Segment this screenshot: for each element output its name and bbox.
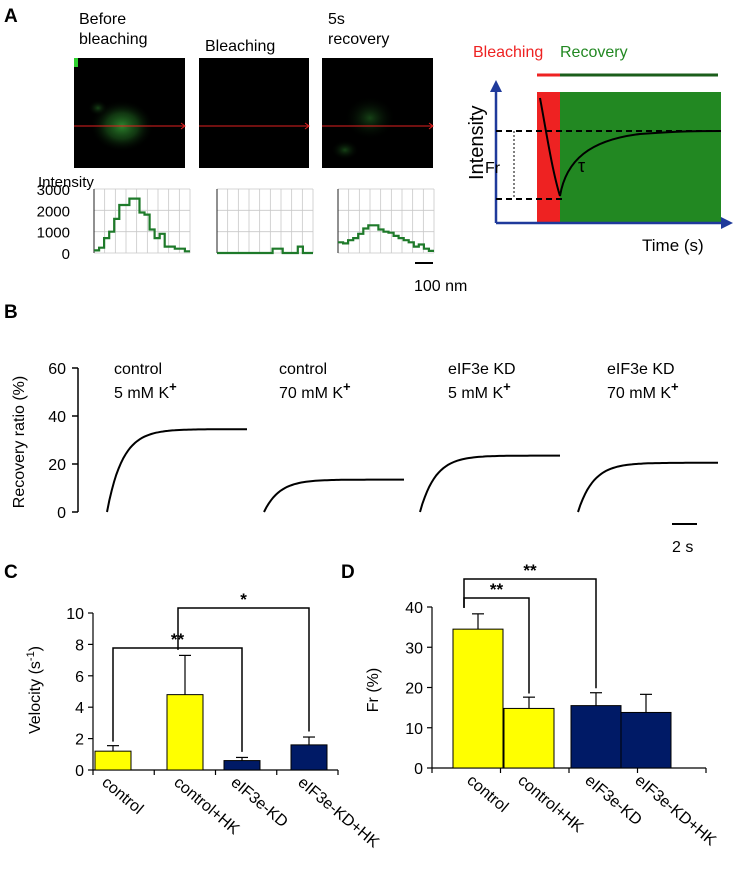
recovery-curve — [106, 428, 247, 513]
y-tick-label: 0 — [414, 761, 423, 778]
condition-label-line1: control — [279, 361, 327, 378]
bar — [223, 760, 261, 771]
profile-y-tick: 1000 — [37, 225, 70, 242]
category-label: eIF3e-KD+HK — [294, 774, 382, 852]
condition-label-line2: 70 mM K+ — [607, 379, 679, 402]
significance-label: ** — [490, 580, 504, 599]
bar — [94, 750, 132, 771]
condition-label-line1: control — [114, 361, 162, 378]
microscopy-image-bleaching — [199, 58, 310, 168]
profile-y-ticks: 3000 2000 1000 0 — [37, 182, 70, 263]
bar — [166, 694, 204, 771]
image-title-bleaching: Bleaching — [205, 38, 275, 55]
bar — [290, 744, 328, 771]
scale-bar-a-label: 100 nm — [414, 278, 467, 295]
condition-label-line2: 5 mM K+ — [448, 379, 511, 402]
chart-c-ylabel: Velocity (s-1) — [25, 646, 44, 734]
category-label: eIF3e-KD+HK — [631, 772, 719, 850]
profile-y-tick: 2000 — [37, 203, 70, 220]
schematic-recovery-label: Recovery — [560, 44, 628, 61]
scale-bar-b-label: 2 s — [672, 539, 693, 556]
significance-label: * — [240, 590, 247, 609]
y-tick-label: 8 — [75, 637, 84, 654]
recovery-region — [560, 92, 721, 223]
significance-bracket — [177, 607, 310, 732]
panel-label-c: C — [4, 562, 18, 583]
schematic-y-arrow — [490, 80, 502, 92]
profile-y-tick: 0 — [62, 246, 70, 263]
panel-label-a: A — [4, 6, 18, 27]
image-title-recovery: 5s recovery — [328, 11, 389, 48]
significance-bracket — [463, 578, 597, 689]
profile-1 — [93, 188, 191, 254]
recovery-curve — [263, 478, 404, 513]
profile-y-tick: 3000 — [37, 182, 70, 199]
condition-label-line2: 70 mM K+ — [279, 379, 351, 402]
microscopy-image-before — [74, 58, 186, 168]
tau-label: τ — [578, 156, 585, 176]
panel-label-d: D — [341, 562, 355, 583]
panel-label-b: B — [4, 302, 18, 323]
frap-schematic: Bleaching Recovery Intensity Fr τ Time (… — [466, 44, 733, 255]
category-label: control — [98, 774, 146, 818]
chart-d-ylabel: Fr (%) — [365, 668, 382, 712]
profile-ylabel: Intensity — [38, 174, 94, 191]
schematic-x-arrow — [721, 217, 733, 229]
profile-trace — [217, 245, 313, 255]
y-tick-label: 10 — [405, 721, 423, 738]
bar — [452, 628, 504, 769]
profile-trace — [338, 224, 434, 252]
y-tick-label: 4 — [75, 700, 84, 717]
fr-label: Fr — [485, 160, 501, 177]
condition-label-line1: eIF3e KD — [607, 361, 675, 378]
panel-b-curves — [106, 428, 718, 513]
panel-b-tick-label: 0 — [57, 505, 66, 522]
panel-b-y-axis: 60 40 20 0 — [48, 361, 79, 522]
y-tick-label: 30 — [405, 640, 423, 657]
y-tick-label: 0 — [75, 763, 84, 780]
significance-label: ** — [523, 561, 537, 580]
bar — [570, 705, 622, 769]
profile-3 — [337, 188, 435, 254]
schematic-bleaching-label: Bleaching — [473, 44, 543, 61]
schematic-ylabel: Intensity — [466, 106, 488, 180]
y-tick-label: 40 — [405, 600, 423, 617]
recovery-curve — [577, 461, 718, 513]
intensity-profiles — [93, 188, 435, 255]
profile-trace — [94, 197, 190, 253]
y-tick-label: 2 — [75, 732, 84, 749]
microscopy-image-recovery — [322, 58, 434, 168]
schematic-xlabel: Time (s) — [642, 236, 704, 255]
panel-b-tick-label: 60 — [48, 361, 66, 378]
frap-curve — [539, 97, 722, 197]
panel-b-ylabel: Recovery ratio (%) — [11, 376, 28, 508]
panel-b-tick-label: 40 — [48, 409, 66, 426]
y-tick-label: 10 — [66, 606, 84, 623]
bar — [620, 711, 672, 769]
bleach-region — [537, 92, 560, 223]
y-tick-label: 20 — [405, 681, 423, 698]
category-label: control — [463, 772, 511, 816]
recovery-curve — [419, 454, 560, 513]
profile-2 — [216, 188, 314, 255]
image-title-before: Before bleaching — [79, 11, 148, 48]
bar — [503, 707, 555, 769]
panel-b-tick-label: 20 — [48, 457, 66, 474]
condition-label-line2: 5 mM K+ — [114, 379, 177, 402]
category-label: control+HK — [514, 772, 586, 836]
y-tick-label: 6 — [75, 669, 84, 686]
condition-label-line1: eIF3e KD — [448, 361, 516, 378]
